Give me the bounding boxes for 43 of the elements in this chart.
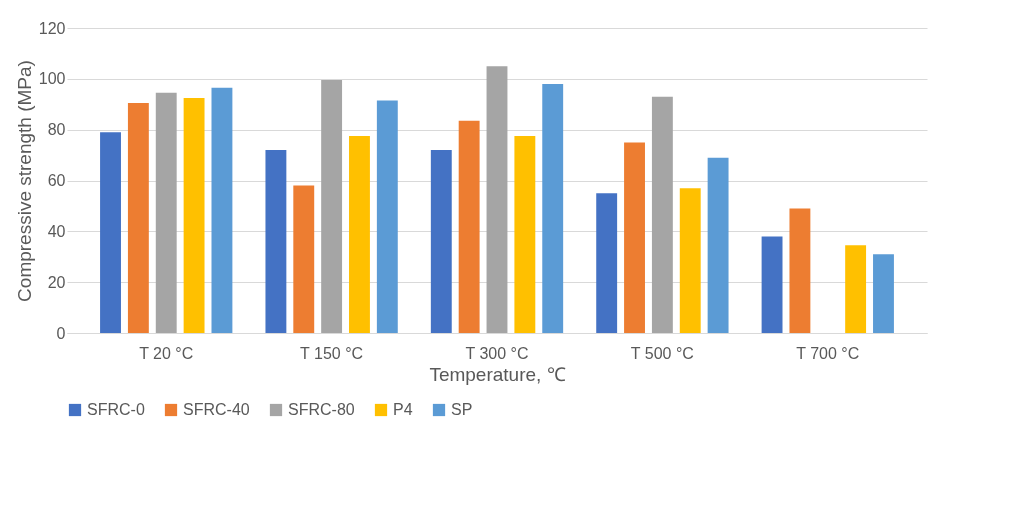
legend-label: P4: [393, 401, 413, 418]
bar: [321, 80, 343, 333]
legend-label: SP: [451, 401, 473, 418]
x-tick-label: T 150 °C: [300, 344, 364, 362]
y-tick-label: 20: [47, 273, 66, 291]
bar: [707, 157, 729, 333]
y-tick-label: 80: [47, 121, 66, 139]
x-tick-label: T 300 °C: [465, 344, 529, 362]
bar: [211, 87, 233, 333]
x-tick-label: T 20 °C: [139, 344, 194, 362]
y-tick-label: 0: [56, 324, 66, 342]
bar: [873, 254, 894, 333]
bar: [624, 142, 645, 333]
bar: [430, 150, 452, 333]
bar: [183, 97, 205, 333]
legend-label: SFRC-0: [87, 401, 145, 418]
y-tick-label: 60: [47, 172, 66, 189]
bar: [127, 102, 149, 333]
x-tick-label: T 500 °C: [630, 344, 694, 362]
bar: [349, 136, 370, 333]
bar: [542, 83, 564, 333]
bar: [486, 66, 508, 333]
bar: [265, 150, 287, 333]
bar: [458, 120, 480, 333]
legend-label: SFRC-40: [183, 401, 250, 418]
y-axis-title: Compressive strength (MPa): [13, 60, 35, 302]
bar: [293, 185, 315, 333]
x-tick-label: T 700 °C: [796, 344, 860, 362]
bar: [845, 245, 867, 333]
bar: [761, 236, 783, 333]
y-tick-label: 120: [38, 19, 66, 37]
bar: [651, 96, 673, 333]
bar: [789, 208, 811, 333]
y-tick-label: 100: [38, 70, 66, 88]
bar: [596, 193, 618, 333]
bar: [376, 100, 398, 333]
bar: [155, 92, 177, 333]
bar: [679, 188, 701, 333]
bar: [514, 136, 536, 333]
legend-label: SFRC-80: [288, 401, 355, 418]
y-tick-label: 40: [47, 222, 66, 240]
bar: [100, 132, 121, 333]
x-axis-title: Temperature, ℃: [429, 363, 566, 385]
